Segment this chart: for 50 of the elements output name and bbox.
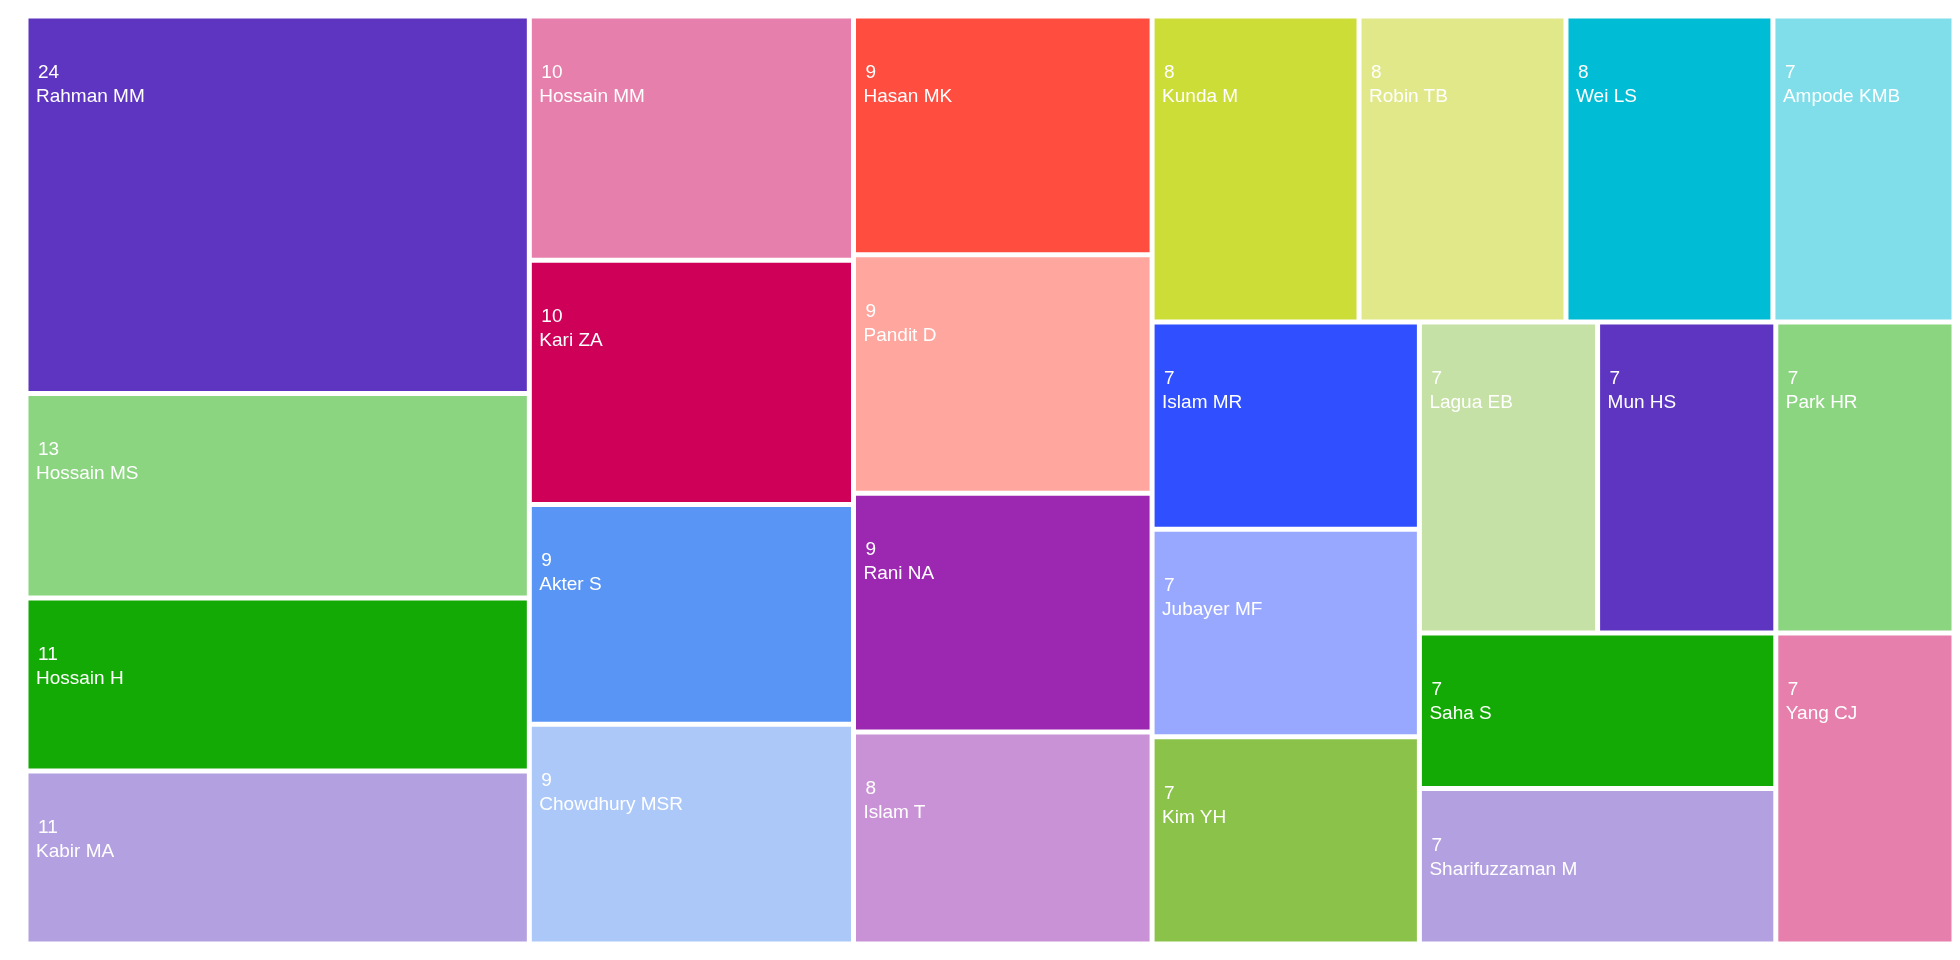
category-label: Islam T — [863, 800, 926, 822]
category-label: Kabir MA — [36, 839, 115, 861]
category-label: Pandit D — [863, 323, 937, 345]
data-label: 10 — [541, 305, 563, 327]
data-label: 7 — [1784, 61, 1796, 82]
category-label: Hasan MK — [863, 85, 953, 106]
data-label: 7 — [1431, 833, 1442, 855]
category-label: Islam MR — [1162, 391, 1243, 413]
category-label: Yang CJ — [1785, 702, 1858, 724]
category-label: Rani NA — [863, 562, 935, 584]
data-label: 11 — [38, 815, 58, 837]
category-label: Saha S — [1429, 702, 1492, 724]
category-label: Chowdhury MSR — [539, 793, 683, 815]
data-label: 11 — [38, 642, 58, 664]
data-label: 9 — [541, 549, 552, 571]
category-label: Sharifuzzaman M — [1429, 857, 1578, 879]
data-label: 24 — [38, 61, 60, 82]
data-label: 7 — [1431, 678, 1442, 700]
category-label: Hossain H — [36, 666, 124, 688]
data-label: 8 — [865, 776, 877, 798]
data-label: 7 — [1787, 367, 1799, 389]
data-label: 7 — [1164, 367, 1175, 389]
data-label: 10 — [541, 61, 563, 82]
data-label: 9 — [541, 769, 552, 791]
data-label: 8 — [1577, 61, 1589, 82]
category-label: Hossain MS — [36, 462, 139, 484]
category-label: Kim YH — [1162, 805, 1227, 827]
data-label: 9 — [865, 61, 877, 82]
data-label: 9 — [865, 299, 877, 321]
category-label: Lagua EB — [1429, 391, 1513, 413]
category-label: Akter S — [539, 573, 602, 595]
category-label: Kari ZA — [539, 329, 603, 351]
category-label: Wei LS — [1575, 85, 1637, 106]
category-label: Kunda M — [1162, 85, 1239, 106]
category-label: Rahman MM — [36, 85, 145, 106]
data-label: 8 — [1371, 61, 1382, 82]
data-label: 7 — [1431, 367, 1442, 389]
data-label: 9 — [865, 538, 877, 560]
category-label: Jubayer MF — [1162, 598, 1263, 620]
data-label: 7 — [1164, 574, 1175, 596]
data-label: 7 — [1787, 678, 1799, 700]
data-label: 7 — [1164, 781, 1175, 803]
category-label: Mun HS — [1607, 391, 1677, 413]
category-label: Ampode KMB — [1782, 85, 1901, 106]
data-label: 7 — [1609, 367, 1621, 389]
data-label: 8 — [1164, 61, 1175, 82]
category-label: Hossain MM — [539, 85, 645, 106]
data-label: 13 — [38, 438, 60, 460]
category-label: Park HR — [1785, 391, 1858, 413]
category-label: Robin TB — [1369, 85, 1448, 106]
